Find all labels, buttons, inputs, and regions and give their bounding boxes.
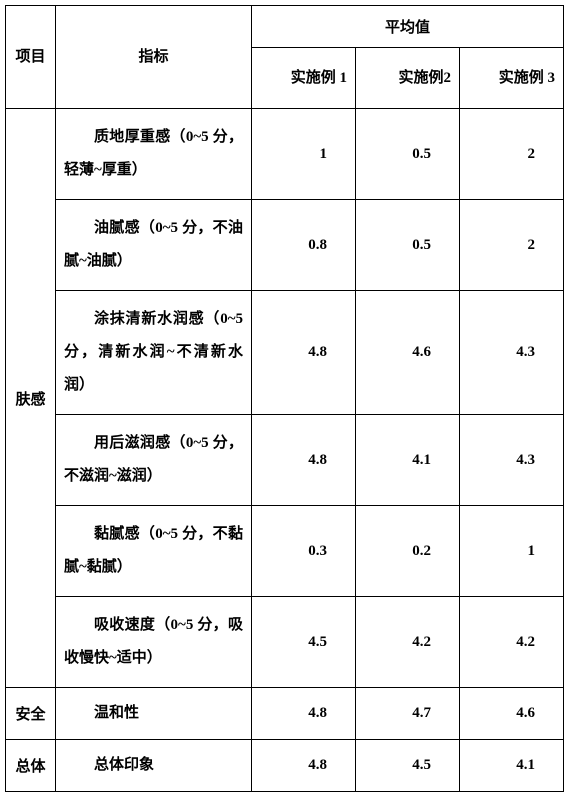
value-thickness-3: 2 <box>460 109 564 200</box>
row-absorb: 吸收速度（0~5 分，吸收慢快~适中） 4.5 4.2 4.2 <box>6 597 564 688</box>
header-example3: 实施例 3 <box>460 48 564 109</box>
header-example1: 实施例 1 <box>252 48 356 109</box>
value-sticky-3: 1 <box>460 506 564 597</box>
indicator-greasy: 油腻感（0~5 分，不油腻~油腻） <box>56 200 252 291</box>
indicator-mild: 温和性 <box>56 688 252 740</box>
row-thickness: 肤感 质地厚重感（0~5 分，轻薄~厚重） 1 0.5 2 <box>6 109 564 200</box>
header-average: 平均值 <box>252 6 564 48</box>
indicator-sticky: 黏腻感（0~5 分，不黏腻~黏腻） <box>56 506 252 597</box>
value-greasy-3: 2 <box>460 200 564 291</box>
value-thickness-2: 0.5 <box>356 109 460 200</box>
indicator-fresh: 涂抹清新水润感（0~5 分，清新水润~不清新水润） <box>56 291 252 415</box>
value-absorb-3: 4.2 <box>460 597 564 688</box>
category-skin-feel: 肤感 <box>6 109 56 688</box>
header-row-1: 项目 指标 平均值 <box>6 6 564 48</box>
indicator-absorb: 吸收速度（0~5 分，吸收慢快~适中） <box>56 597 252 688</box>
value-impression-1: 4.8 <box>252 740 356 792</box>
value-moisturize-2: 4.1 <box>356 415 460 506</box>
header-example2: 实施例2 <box>356 48 460 109</box>
value-mild-3: 4.6 <box>460 688 564 740</box>
value-absorb-2: 4.2 <box>356 597 460 688</box>
indicator-impression: 总体印象 <box>56 740 252 792</box>
value-sticky-2: 0.2 <box>356 506 460 597</box>
value-absorb-1: 4.5 <box>252 597 356 688</box>
category-overall: 总体 <box>6 740 56 792</box>
value-thickness-1: 1 <box>252 109 356 200</box>
header-indicator: 指标 <box>56 6 252 109</box>
value-sticky-1: 0.3 <box>252 506 356 597</box>
row-moisturize: 用后滋润感（0~5 分，不滋润~滋润） 4.8 4.1 4.3 <box>6 415 564 506</box>
value-greasy-1: 0.8 <box>252 200 356 291</box>
row-impression: 总体 总体印象 4.8 4.5 4.1 <box>6 740 564 792</box>
value-greasy-2: 0.5 <box>356 200 460 291</box>
value-fresh-1: 4.8 <box>252 291 356 415</box>
row-fresh: 涂抹清新水润感（0~5 分，清新水润~不清新水润） 4.8 4.6 4.3 <box>6 291 564 415</box>
evaluation-table: 项目 指标 平均值 实施例 1 实施例2 实施例 3 肤感 质地厚重感（0~5 … <box>5 5 564 792</box>
value-fresh-3: 4.3 <box>460 291 564 415</box>
header-category: 项目 <box>6 6 56 109</box>
category-safety: 安全 <box>6 688 56 740</box>
row-sticky: 黏腻感（0~5 分，不黏腻~黏腻） 0.3 0.2 1 <box>6 506 564 597</box>
value-mild-2: 4.7 <box>356 688 460 740</box>
row-mild: 安全 温和性 4.8 4.7 4.6 <box>6 688 564 740</box>
indicator-moisturize: 用后滋润感（0~5 分，不滋润~滋润） <box>56 415 252 506</box>
value-impression-2: 4.5 <box>356 740 460 792</box>
indicator-thickness: 质地厚重感（0~5 分，轻薄~厚重） <box>56 109 252 200</box>
value-mild-1: 4.8 <box>252 688 356 740</box>
value-impression-3: 4.1 <box>460 740 564 792</box>
row-greasy: 油腻感（0~5 分，不油腻~油腻） 0.8 0.5 2 <box>6 200 564 291</box>
value-moisturize-1: 4.8 <box>252 415 356 506</box>
value-moisturize-3: 4.3 <box>460 415 564 506</box>
value-fresh-2: 4.6 <box>356 291 460 415</box>
